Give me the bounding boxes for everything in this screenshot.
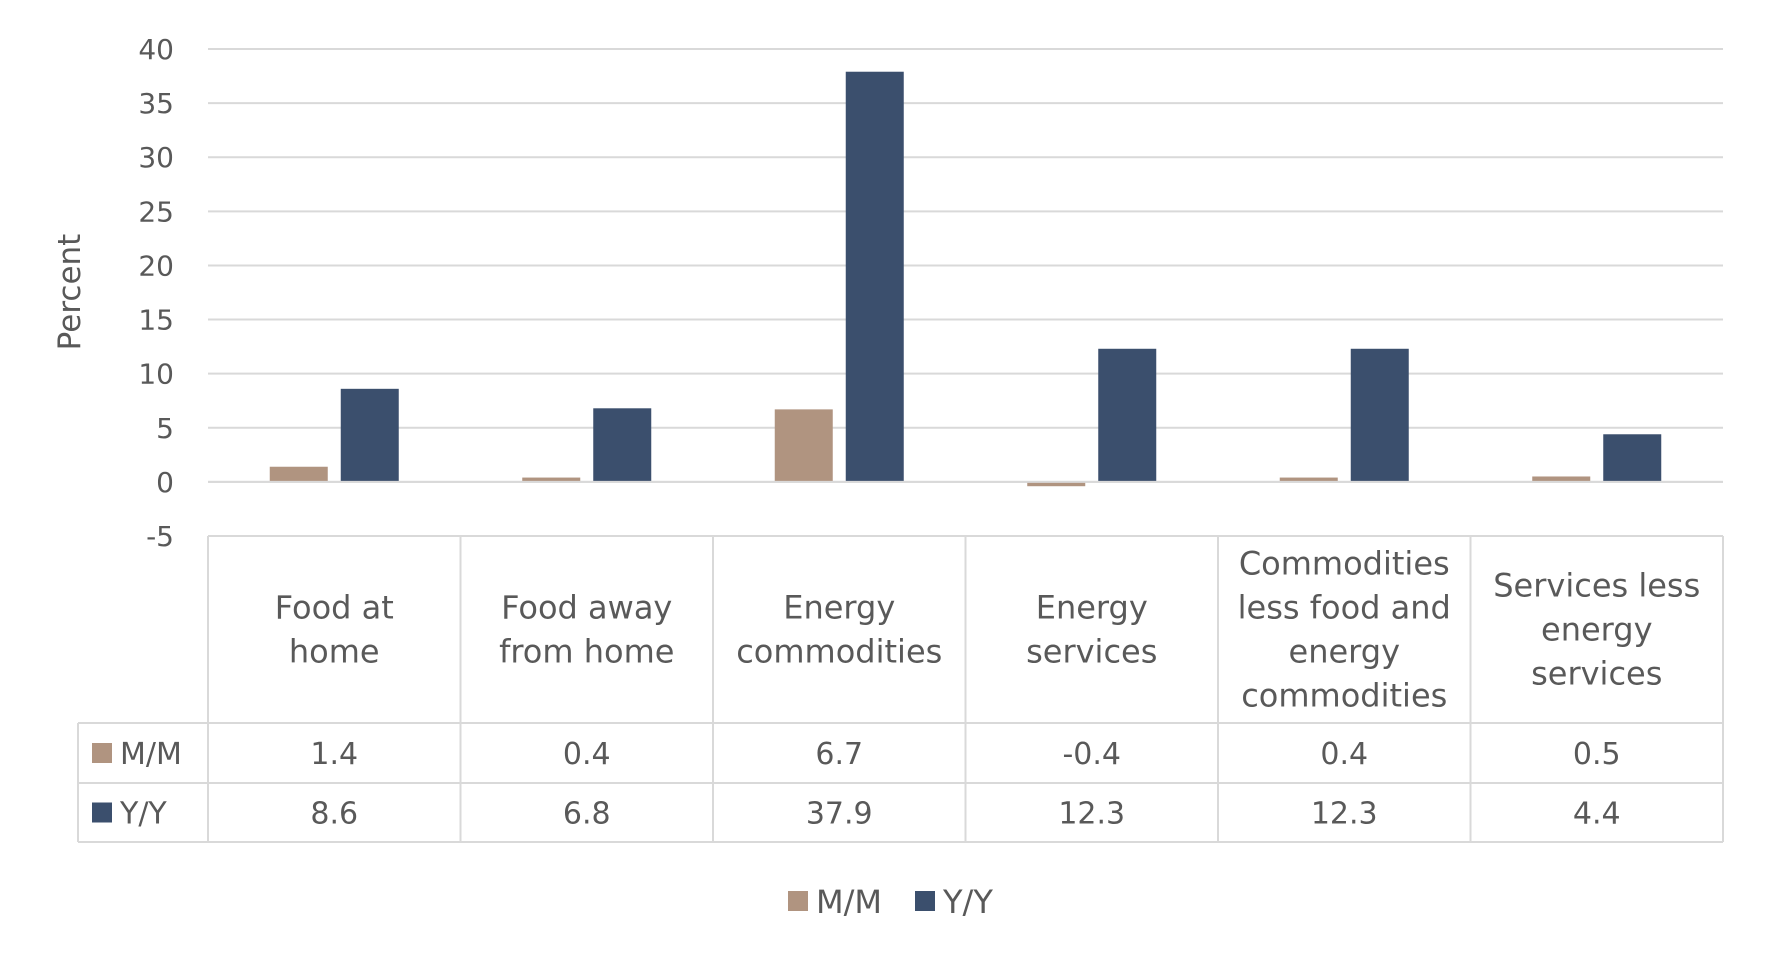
bar-yy-1 — [340, 388, 399, 482]
category-label-line: Services less — [1493, 567, 1700, 605]
table-value: 6.8 — [563, 797, 611, 832]
table-value: 8.6 — [310, 797, 358, 832]
table-value: 0.4 — [563, 737, 611, 772]
bar-yy-3 — [845, 71, 904, 482]
category-label-line: from home — [499, 633, 674, 671]
category-label-line: less food and — [1238, 589, 1451, 627]
legend-swatch — [915, 891, 935, 911]
bar-mm-4 — [1027, 481, 1086, 487]
data-table: Food at home Food away from home Energy commo… — [77, 535, 1724, 843]
category-label: Food away from home — [499, 589, 674, 671]
category-label: Services less energy services — [1493, 567, 1700, 693]
bar-yy-6 — [1603, 434, 1662, 482]
table-value: 37.9 — [806, 797, 873, 832]
category-label-line: services — [1531, 655, 1662, 693]
category-label: Energy commodities — [736, 589, 942, 671]
y-tick-label: 25 — [138, 195, 174, 228]
table-value: 12.3 — [1311, 797, 1378, 832]
category-label-line: Commodities — [1239, 545, 1450, 583]
y-tick-label: 35 — [138, 87, 174, 120]
bar-mm-1 — [269, 466, 328, 482]
bar-mm-5 — [1279, 477, 1338, 482]
y-tick-label: 30 — [138, 141, 174, 174]
y-tick-label: 0 — [156, 466, 174, 499]
gridlines — [208, 48, 1723, 483]
category-label-line: energy — [1289, 633, 1401, 671]
y-tick-label: 15 — [138, 304, 174, 337]
table-legend-swatch — [92, 802, 112, 823]
category-label-line: energy — [1541, 611, 1653, 649]
table-value: -0.4 — [1062, 737, 1121, 772]
y-axis-label: Percent — [52, 234, 88, 351]
category-label-line: services — [1026, 633, 1157, 671]
table-value: 4.4 — [1573, 797, 1621, 832]
legend-label: M/M — [816, 883, 882, 921]
category-label: Energy services — [1026, 589, 1157, 671]
table-series-name: M/M — [120, 737, 182, 772]
bar-mm-2 — [522, 477, 581, 482]
legend-swatch — [788, 891, 808, 911]
bar-yy-2 — [593, 408, 652, 482]
bars — [269, 71, 1662, 487]
bar-mm-6 — [1532, 476, 1591, 482]
table-series-name: Y/Y — [119, 797, 167, 832]
table-value: 1.4 — [310, 737, 358, 772]
category-label-line: Energy — [783, 589, 895, 627]
category-label-line: commodities — [736, 633, 942, 671]
y-axis-ticks: 40 35 30 25 20 15 10 5 0 -5 — [138, 33, 174, 553]
table-value: 12.3 — [1058, 797, 1125, 832]
y-tick-label: 5 — [156, 412, 174, 445]
category-label-line: Energy — [1036, 589, 1148, 627]
category-label-line: Food at — [275, 589, 394, 627]
category-label: Commodities less food and energy commoditie… — [1238, 545, 1451, 715]
legend: M/M Y/Y — [788, 883, 993, 921]
bar-mm-3 — [774, 409, 833, 482]
category-label-line: home — [289, 633, 380, 671]
table-value: 0.5 — [1573, 737, 1621, 772]
table-legend-swatch — [92, 743, 112, 763]
category-label-line: commodities — [1241, 677, 1447, 715]
legend-label: Y/Y — [942, 883, 993, 921]
y-tick-label: 20 — [138, 249, 174, 282]
category-label: Food at home — [275, 589, 394, 671]
y-tick-label: -5 — [146, 520, 174, 553]
y-tick-label: 10 — [138, 358, 174, 391]
y-tick-label: 40 — [138, 33, 174, 66]
table-value: 0.4 — [1320, 737, 1368, 772]
category-label-line: Food away — [501, 589, 672, 627]
bar-yy-5 — [1350, 348, 1409, 482]
table-value: 6.7 — [815, 737, 863, 772]
bar-yy-4 — [1098, 348, 1157, 482]
